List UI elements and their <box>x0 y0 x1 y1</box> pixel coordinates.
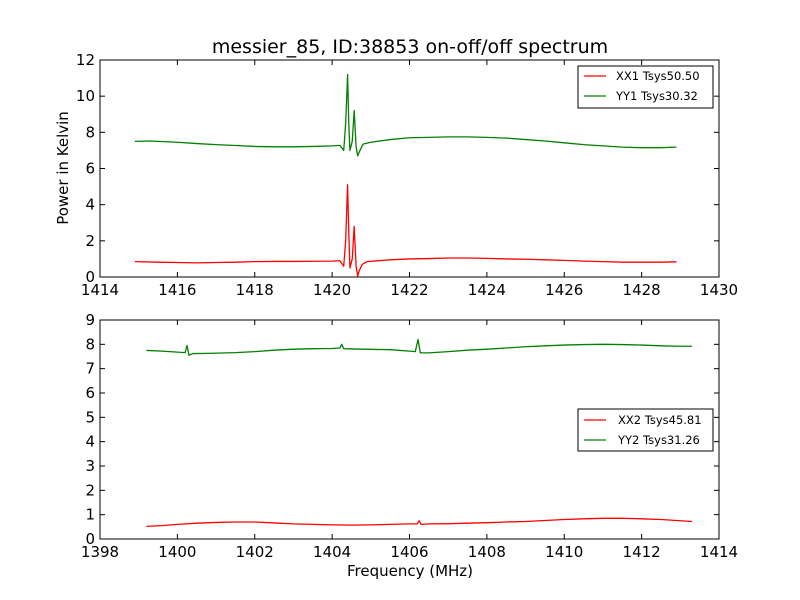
y-tick-label: 9 <box>85 311 95 329</box>
top-plot: messier_85, ID:38853 on-off/off spectrum… <box>54 36 738 299</box>
y-tick-label: 8 <box>85 123 95 141</box>
y-tick-label: 4 <box>85 433 95 451</box>
y-tick-label: 12 <box>76 51 95 69</box>
y-tick-label: 7 <box>85 360 95 378</box>
x-tick-label: 1408 <box>468 543 506 561</box>
series-line-xx2 <box>146 517 692 527</box>
top-legend: XX1 Tsys50.50 YY1 Tsys30.32 <box>577 65 714 109</box>
y-tick-label: 6 <box>85 160 95 178</box>
legend-label-xx1: XX1 Tsys50.50 <box>616 69 700 83</box>
x-tick-label: 1424 <box>468 281 506 299</box>
y-axis-label: Power in Kelvin <box>54 111 72 225</box>
x-tick-label: 1422 <box>390 281 428 299</box>
legend-box <box>577 408 714 452</box>
chart-title: messier_85, ID:38853 on-off/off spectrum <box>212 36 608 58</box>
y-tick-label: 2 <box>85 232 95 250</box>
x-tick-label: 1416 <box>158 281 196 299</box>
y-tick-label: 8 <box>85 335 95 353</box>
series-line-yy1 <box>134 73 677 157</box>
x-tick-label: 1420 <box>313 281 351 299</box>
y-tick-label: 2 <box>85 481 95 499</box>
y-tick-label: 4 <box>85 196 95 214</box>
y-tick-label: 5 <box>85 408 95 426</box>
x-tick-label: 1426 <box>545 281 583 299</box>
bottom-plot-frame <box>99 319 720 540</box>
x-tick-label: 1428 <box>623 281 661 299</box>
legend-label-yy1: YY1 Tsys30.32 <box>615 89 698 103</box>
x-tick-label: 1414 <box>700 543 738 561</box>
x-tick-label: 1398 <box>81 543 119 561</box>
bottom-tick-layer: 1398 1400 1402 1404 1406 1408 1410 1412 1414 0 1 2 3… <box>81 311 738 561</box>
y-tick-label: 3 <box>85 457 95 475</box>
x-axis-label: Frequency (MHz) <box>347 562 473 580</box>
x-tick-label: 1430 <box>700 281 738 299</box>
top-series-layer <box>134 73 677 277</box>
x-tick-label: 1400 <box>158 543 196 561</box>
legend-box <box>577 65 714 109</box>
top-tick-layer: 1414 1416 1418 1420 1422 1424 1426 1428 1430 0 2 4 6… <box>76 51 738 299</box>
legend-label-xx2: XX2 Tsys45.81 <box>618 413 702 427</box>
x-tick-label: 1410 <box>545 543 583 561</box>
x-tick-label: 1418 <box>236 281 274 299</box>
x-tick-label: 1402 <box>236 543 274 561</box>
legend-label-yy2: YY2 Tsys31.26 <box>617 433 700 447</box>
y-tick-label: 6 <box>85 384 95 402</box>
y-tick-label: 0 <box>85 530 95 548</box>
bottom-plot: Frequency (MHz) 1398 1400 1402 1404 1406 1408… <box>81 311 738 580</box>
x-tick-label: 1414 <box>81 281 119 299</box>
series-line-yy2 <box>146 338 692 356</box>
y-tick-label: 0 <box>85 268 95 286</box>
x-tick-label: 1412 <box>623 543 661 561</box>
y-tick-label: 10 <box>76 87 95 105</box>
x-tick-label: 1404 <box>313 543 351 561</box>
series-line-xx1 <box>134 184 677 277</box>
x-tick-label: 1406 <box>390 543 428 561</box>
y-tick-label: 1 <box>85 506 95 524</box>
bottom-legend: XX2 Tsys45.81 YY2 Tsys31.26 <box>577 408 714 452</box>
top-plot-frame <box>99 59 720 278</box>
bottom-series-layer <box>146 338 692 527</box>
